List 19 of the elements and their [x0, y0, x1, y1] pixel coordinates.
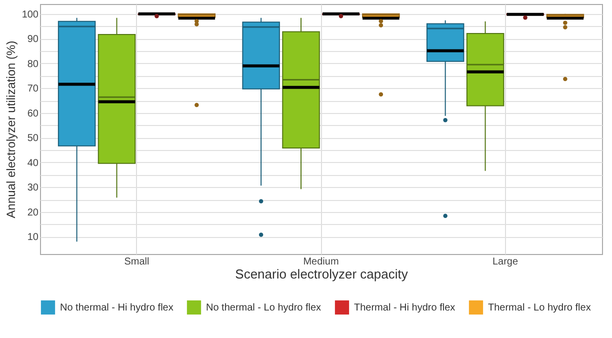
x-tick-label: Medium [303, 256, 339, 268]
y-axis-title: Annual electrolyzer utilization (%) [4, 40, 18, 218]
y-tick-label: 60 [27, 108, 39, 120]
legend-label: No thermal - Lo hydro flex [206, 302, 322, 314]
y-tick-label: 40 [27, 158, 39, 169]
y-tick-label: 30 [27, 182, 39, 194]
x-tick-label: Large [492, 256, 518, 268]
x-tick-label: Small [124, 256, 150, 268]
x-axis-title: Scenario electrolyzer capacity [235, 266, 408, 282]
y-tick-label: 70 [27, 84, 39, 95]
y-tick-label: 10 [27, 232, 39, 244]
legend-label: Thermal - Lo hydro flex [488, 302, 591, 314]
y-tick-label: 50 [27, 133, 39, 144]
y-tick-label: 90 [27, 34, 39, 46]
y-tick-label: 100 [22, 9, 39, 20]
legend-label: Thermal - Hi hydro flex [354, 302, 456, 314]
legend-label: No thermal - Hi hydro flex [60, 302, 174, 314]
y-tick-label: 20 [27, 207, 39, 218]
y-tick-label: 80 [27, 58, 39, 70]
